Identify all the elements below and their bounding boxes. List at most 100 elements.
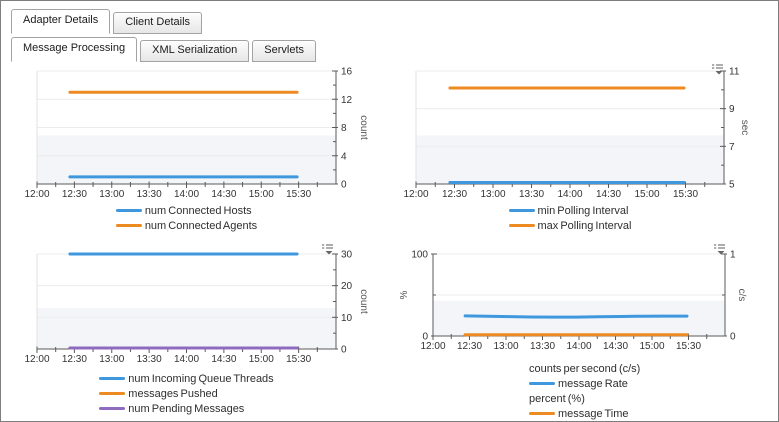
svg-text:0: 0 [341, 180, 347, 191]
svg-text:15:30: 15:30 [286, 189, 311, 197]
legend-line-sample [508, 209, 535, 212]
legend-item[interactable]: message Time [529, 406, 640, 421]
tab-servlets[interactable]: Servlets [252, 40, 317, 62]
svg-text:15:30: 15:30 [676, 341, 701, 352]
svg-text:0: 0 [341, 345, 347, 356]
chart-canvas: 12:00 12:30 13:00 13:30 14:00 14:30 15:00 15:30… [403, 67, 750, 198]
svg-text:sec: sec [739, 120, 750, 136]
svg-text:15:00: 15:00 [249, 189, 274, 197]
svg-text:%: % [399, 290, 410, 299]
svg-text:13:30: 13:30 [530, 341, 555, 352]
svg-text:14:00: 14:00 [174, 189, 199, 197]
legend-label: message Rate [558, 377, 628, 390]
legend-item[interactable]: min Polling Interval [508, 203, 632, 218]
chart-menu-icon[interactable] [713, 243, 727, 256]
svg-text:5: 5 [729, 180, 735, 191]
svg-text:13:00: 13:00 [493, 341, 518, 352]
svg-text:0: 0 [422, 332, 428, 343]
legend-item[interactable]: messages Pushed [99, 386, 273, 401]
svg-text:4: 4 [341, 151, 347, 162]
svg-text:20: 20 [341, 281, 353, 292]
svg-text:12: 12 [341, 95, 353, 106]
svg-text:14:30: 14:30 [603, 341, 628, 352]
svg-text:100: 100 [411, 250, 428, 261]
legend-group-header: counts per second (c/s) [529, 361, 640, 376]
legend-label: max Polling Interval [537, 219, 632, 232]
svg-text:c/s: c/s [736, 289, 747, 302]
svg-text:14:00: 14:00 [566, 341, 591, 352]
legend-item[interactable]: num Connected Hosts [115, 203, 257, 218]
legend-line-sample [99, 407, 126, 410]
svg-text:14:30: 14:30 [211, 354, 236, 365]
svg-text:13:30: 13:30 [519, 189, 544, 197]
legend-label: num Pending Messages [128, 402, 245, 415]
legend-line-sample [529, 382, 555, 385]
chart-legend: num Incoming Queue Threads messages Pushe… [37, 371, 336, 416]
svg-text:12:30: 12:30 [457, 341, 482, 352]
chart-menu-icon[interactable] [321, 243, 335, 256]
legend-line-sample [508, 224, 535, 227]
tab-adapter-details[interactable]: Adapter Details [11, 9, 111, 34]
legend-label: messages Pushed [128, 387, 218, 400]
legend-line-sample [99, 392, 126, 395]
chart-polling-interval: 12:00 12:30 13:00 13:30 14:00 14:30 15:00 15:30… [389, 63, 769, 245]
chart-canvas: 12:00 12:30 13:00 13:30 14:00 14:30 15:00 15:30… [399, 250, 747, 353]
svg-text:count: count [358, 289, 369, 314]
chart-legend: min Polling Interval max Polling Interval [416, 203, 724, 233]
svg-text:15:30: 15:30 [286, 354, 311, 365]
legend-item[interactable]: max Polling Interval [508, 218, 632, 233]
svg-text:14:00: 14:00 [557, 189, 582, 197]
legend-label: min Polling Interval [537, 204, 629, 217]
chart-message-rate-time: 12:00 12:30 13:00 13:30 14:00 14:30 15:00 15:30… [389, 241, 769, 421]
chart-queue-threads-messages: 12:00 12:30 13:00 13:30 14:00 14:30 15:00 15:30… [9, 241, 389, 421]
svg-text:12:30: 12:30 [62, 354, 87, 365]
svg-text:12:00: 12:00 [24, 189, 49, 197]
legend-label: num Connected Hosts [144, 204, 252, 217]
svg-text:15:30: 15:30 [673, 189, 698, 197]
svg-text:14:30: 14:30 [211, 189, 236, 197]
legend-label: num Connected Agents [144, 219, 258, 232]
svg-text:10: 10 [341, 313, 353, 324]
legend-group-header: percent (%) [529, 391, 640, 406]
legend-item[interactable]: message Rate [529, 376, 640, 391]
svg-text:16: 16 [341, 67, 353, 78]
tab-message-processing[interactable]: Message Processing [11, 37, 138, 62]
svg-text:7: 7 [729, 142, 735, 153]
legend-line-sample [115, 209, 142, 212]
svg-text:9: 9 [729, 104, 735, 115]
tab-client-details[interactable]: Client Details [113, 12, 203, 34]
svg-text:30: 30 [341, 250, 353, 261]
legend-item[interactable]: num Connected Agents [115, 218, 258, 233]
tab-xml-serialization[interactable]: XML Serialization [140, 40, 250, 62]
svg-text:12:00: 12:00 [420, 341, 445, 352]
legend-item[interactable]: num Incoming Queue Threads [99, 371, 274, 386]
legend-label: num Incoming Queue Threads [128, 372, 274, 385]
svg-text:15:00: 15:00 [639, 341, 664, 352]
chart-connected-hosts-agents: 12:00 12:30 13:00 13:30 14:00 14:30 15:00 15:30… [9, 63, 389, 245]
legend-label: counts per second (c/s) [529, 362, 641, 375]
chart-menu-icon[interactable] [711, 63, 725, 76]
legend-label: percent (%) [529, 392, 585, 405]
svg-text:8: 8 [341, 123, 347, 134]
svg-text:12:30: 12:30 [62, 189, 87, 197]
legend-item[interactable]: num Pending Messages [99, 401, 273, 416]
svg-text:0: 0 [730, 332, 736, 343]
legend-line-sample [99, 377, 126, 380]
primary-tab-bar: Adapter Details Client Details [11, 9, 203, 34]
chart-canvas: 12:00 12:30 13:00 13:30 14:00 14:30 15:00 15:30… [24, 250, 369, 366]
svg-text:12:00: 12:00 [403, 189, 428, 197]
chart-legend: num Connected Hosts num Connected Agents [37, 203, 336, 233]
svg-text:13:00: 13:00 [99, 189, 124, 197]
svg-text:13:00: 13:00 [480, 189, 505, 197]
svg-text:12:30: 12:30 [442, 189, 467, 197]
svg-text:14:00: 14:00 [174, 354, 199, 365]
svg-text:11: 11 [729, 67, 740, 78]
svg-text:1: 1 [730, 250, 736, 261]
legend-line-sample [529, 412, 555, 415]
secondary-tab-bar: Message Processing XML Serialization Ser… [11, 37, 317, 62]
svg-text:13:30: 13:30 [137, 189, 162, 197]
chart-legend: counts per second (c/s) message Rate perce… [433, 361, 725, 421]
svg-text:15:00: 15:00 [249, 354, 274, 365]
svg-text:13:00: 13:00 [99, 354, 124, 365]
